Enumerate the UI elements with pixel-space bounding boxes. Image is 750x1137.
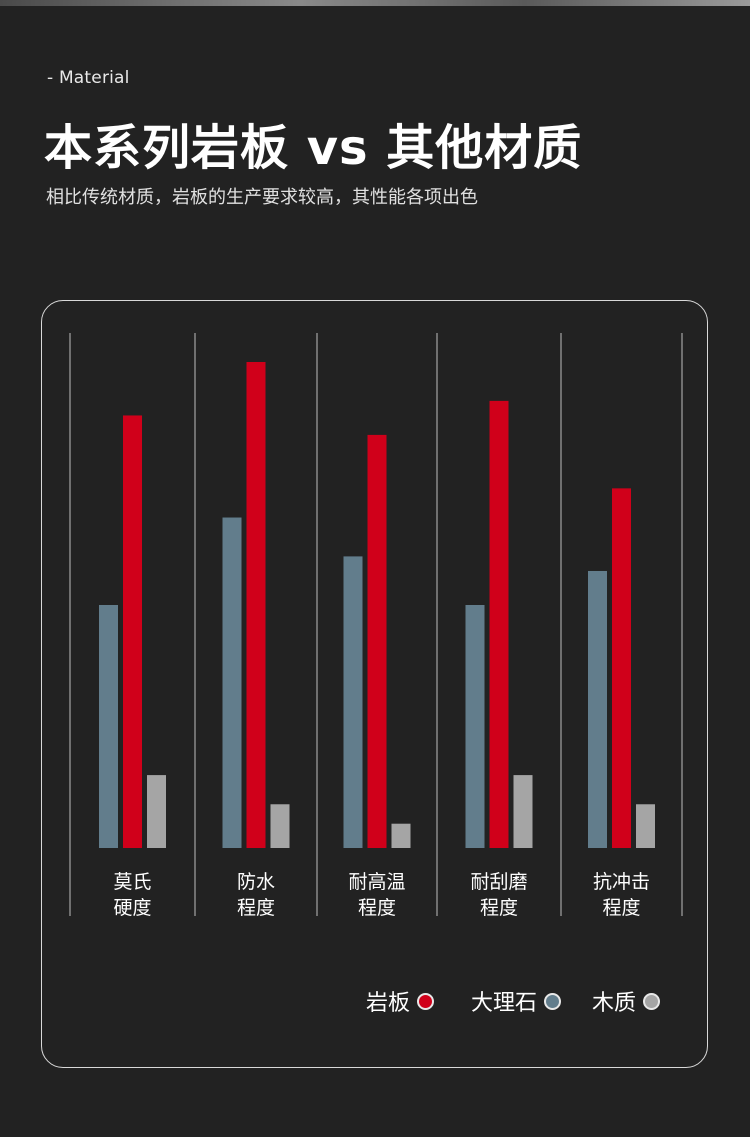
category-label: 耐高温 — [348, 871, 405, 893]
bar-岩板-耐高温程度 — [367, 434, 387, 848]
page-subtitle: 相比传统材质，岩板的生产要求较高，其性能各项出色 — [46, 187, 478, 208]
bar-木质-耐高温程度 — [391, 823, 411, 848]
bar-木质-莫氏硬度 — [147, 775, 166, 848]
category-label: 硬度 — [113, 897, 151, 919]
category-label: 防水 — [237, 871, 275, 893]
category-label: 程度 — [237, 897, 275, 919]
category-label: 莫氏 — [113, 871, 151, 893]
legend-dot-gray-icon — [643, 992, 661, 1010]
top-image-strip — [0, 0, 750, 6]
legend-dot-red-icon — [417, 992, 435, 1010]
legend-label: 大理石 — [471, 991, 538, 1016]
bar-木质-耐刮磨程度 — [513, 775, 533, 848]
page-title: 本系列岩板 vs 其他材质 — [44, 120, 583, 176]
bar-大理石-抗冲击程度 — [588, 570, 607, 848]
bar-大理石-耐高温程度 — [343, 556, 363, 848]
bar-岩板-抗冲击程度 — [612, 488, 631, 848]
legend-label: 木质 — [592, 991, 637, 1016]
category-label: 程度 — [480, 897, 518, 919]
legend-dot-blue-gray-icon — [544, 992, 562, 1010]
bar-大理石-耐刮磨程度 — [465, 605, 485, 848]
chart-panel — [41, 300, 708, 1068]
category-label: 程度 — [358, 897, 396, 919]
section-kicker: - Material — [47, 68, 130, 88]
bar-岩板-莫氏硬度 — [123, 415, 142, 848]
legend-item-stone-slab: 岩板 — [366, 985, 435, 1017]
bar-大理石-莫氏硬度 — [99, 605, 118, 848]
bar-木质-抗冲击程度 — [636, 804, 655, 848]
category-label: 抗冲击 — [593, 871, 650, 893]
bar-岩板-防水程度 — [246, 362, 266, 848]
chart-legend: 岩板 大理石 木质 — [0, 985, 750, 1017]
bar-木质-防水程度 — [270, 804, 290, 848]
category-label: 耐刮磨 — [470, 871, 527, 893]
category-label: 程度 — [602, 897, 640, 919]
bar-岩板-耐刮磨程度 — [489, 400, 509, 848]
legend-item-wood: 木质 — [592, 985, 661, 1017]
bar-大理石-防水程度 — [222, 517, 242, 848]
legend-item-marble: 大理石 — [471, 985, 562, 1017]
legend-label: 岩板 — [366, 991, 411, 1016]
